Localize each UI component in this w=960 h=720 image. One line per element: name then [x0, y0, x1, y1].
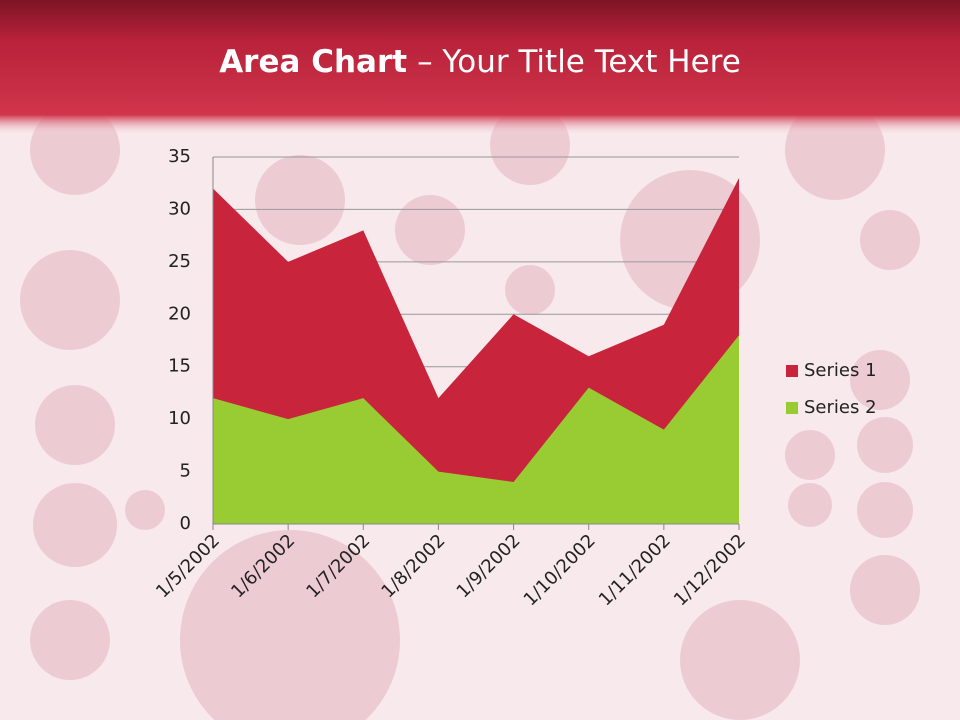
y-tick-label: 25: [168, 251, 191, 272]
title-rest: – Your Title Text Here: [417, 44, 741, 80]
y-tick-label: 5: [180, 461, 191, 482]
legend-swatch: [786, 402, 798, 414]
y-tick-label: 15: [168, 356, 191, 377]
y-tick-label: 20: [168, 303, 191, 324]
legend-label: Series 2: [804, 397, 877, 418]
y-tick-label: 0: [180, 513, 191, 534]
raspberry-decor: [20, 100, 920, 720]
y-tick-label: 30: [168, 198, 191, 219]
header-band: [0, 0, 960, 135]
y-tick-label: 35: [168, 146, 191, 167]
legend-label: Series 1: [804, 360, 877, 381]
title-bold: Area Chart: [219, 44, 407, 80]
area: [213, 335, 739, 524]
legend-swatch: [786, 365, 798, 377]
y-tick-label: 10: [168, 408, 191, 429]
slide-title: Area Chart – Your Title Text Here: [219, 44, 741, 80]
